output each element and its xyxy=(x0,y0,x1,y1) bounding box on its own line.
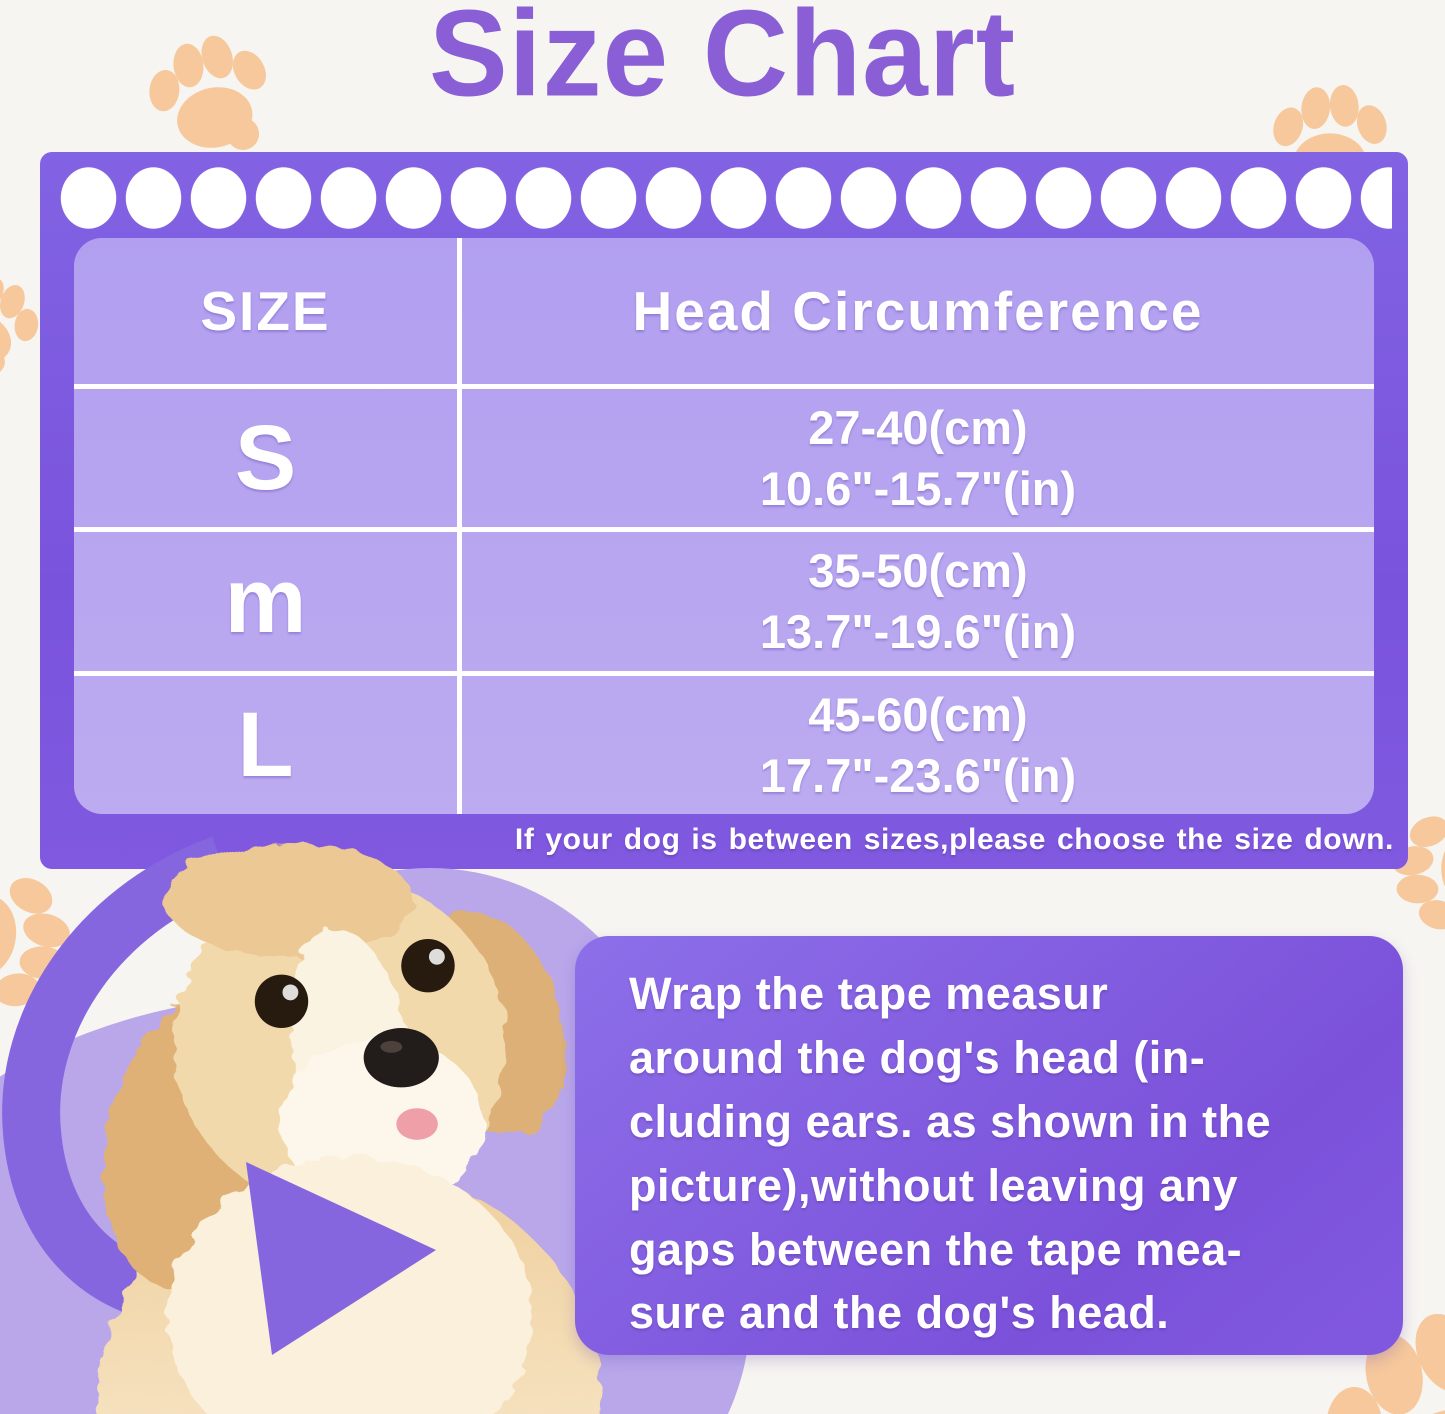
table-row-s-values: 27-40(cm) 10.6"-15.7"(in) xyxy=(462,384,1374,527)
value-inch: 13.7"-19.6"(in) xyxy=(759,605,1077,659)
rotate-arrow-head-icon xyxy=(246,1162,436,1355)
dog-nose xyxy=(363,1028,439,1088)
value-inch: 10.6"-15.7"(in) xyxy=(759,462,1077,516)
dog-tongue xyxy=(396,1108,438,1140)
dotted-border xyxy=(56,166,1392,230)
value-cm: 45-60(cm) xyxy=(808,687,1028,741)
value-inch: 17.7"-23.6"(in) xyxy=(759,748,1077,802)
page-title: Size Chart xyxy=(428,0,1017,123)
instruction-text: Wrap the tape measur around the dog's he… xyxy=(629,968,1272,1339)
size-table: SIZE Head Circumference S 27-40(cm) 10.6… xyxy=(74,238,1374,814)
table-row-size-m: m xyxy=(74,527,462,671)
dog-face xyxy=(254,938,455,1140)
column-header-size: SIZE xyxy=(74,238,462,384)
value-cm: 35-50(cm) xyxy=(808,544,1028,598)
instruction-box: Wrap the tape measur around the dog's he… xyxy=(575,936,1403,1355)
table-row-size-s: S xyxy=(74,384,462,528)
size-chart-panel: SIZE Head Circumference S 27-40(cm) 10.6… xyxy=(40,152,1408,869)
table-row-size-l: L xyxy=(74,670,462,814)
table-row-l-values: 45-60(cm) 17.7"-23.6"(in) xyxy=(462,670,1374,814)
column-header-head-circumference: Head Circumference xyxy=(632,280,1204,342)
table-row-m-values: 35-50(cm) 13.7"-19.6"(in) xyxy=(462,527,1374,670)
value-cm: 27-40(cm) xyxy=(808,401,1028,455)
rotate-arrow-icon xyxy=(2,836,233,1327)
sizing-note: If your dog is between sizes,please choo… xyxy=(514,823,1394,856)
